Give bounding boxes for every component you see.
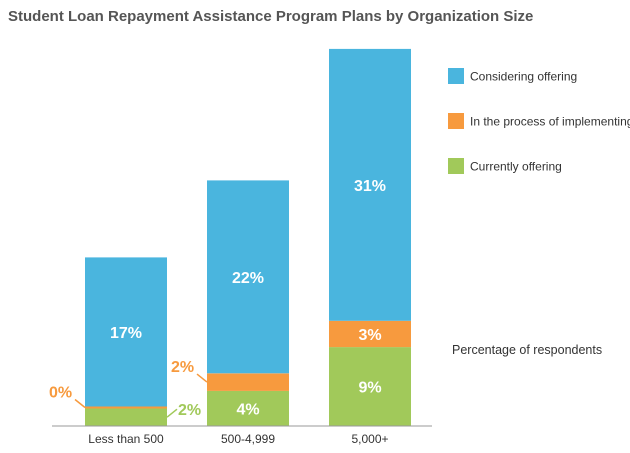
bar-segment-currently-offering-5-000: [329, 347, 411, 426]
bar-segment-considering-offering-5-000: [329, 48, 411, 321]
x-tick-label-500-4-999: 500-4,999: [221, 432, 275, 446]
data-label-in-the-process-of-implementing-5-000: 3%: [358, 327, 381, 344]
x-tick-labels: Less than 500 500-4,999 5,000+: [88, 432, 388, 446]
data-label-currently-offering-500-4-999: 4%: [236, 402, 259, 419]
leader-line-currently-offering-less-than-500: [166, 408, 178, 418]
legend-label-in-the-process-of-implementing: In the process of implementing: [470, 115, 630, 129]
legend-swatch-currently-offering: [448, 158, 464, 174]
legend-swatch-considering-offering: [448, 68, 464, 84]
bar-segment-considering-offering-500-4-999: [207, 180, 289, 374]
x-tick-label-5-000: 5,000+: [351, 432, 388, 446]
data-label-in-the-process-of-implementing-less-than-500: 0%: [49, 385, 72, 402]
bar-segment-currently-offering-500-4-999: [207, 390, 289, 426]
data-label-considering-offering-5-000: 31%: [354, 178, 386, 195]
chart-title: Student Loan Repayment Assistance Progra…: [8, 8, 533, 25]
bar-segment-considering-offering-less-than-500: [85, 257, 167, 407]
leader-line-in-the-process-of-implementing-less-than-500: [74, 398, 86, 409]
legend: Considering offering In the process of im…: [448, 68, 630, 174]
bars-group: 2% 0% 17% 4% 2% 22% 9% 3% 31%: [49, 48, 411, 426]
data-label-in-the-process-of-implementing-500-4-999: 2%: [171, 359, 194, 376]
data-label-considering-offering-less-than-500: 17%: [110, 325, 142, 342]
bar-segment-in-the-process-of-implementing-500-4-999: [207, 373, 289, 391]
bar-segment-in-the-process-of-implementing-less-than-500: [85, 406, 167, 409]
legend-swatch-in-the-process-of-implementing: [448, 113, 464, 129]
axis-note: Percentage of respondents: [452, 343, 602, 357]
legend-label-currently-offering: Currently offering: [470, 160, 562, 174]
x-tick-label-less-than-500: Less than 500: [88, 432, 164, 446]
data-label-considering-offering-500-4-999: 22%: [232, 270, 264, 287]
data-label-currently-offering-less-than-500: 2%: [178, 402, 201, 419]
bar-segment-currently-offering-less-than-500: [85, 408, 167, 426]
bar-segment-in-the-process-of-implementing-5-000: [329, 320, 411, 348]
leader-line-in-the-process-of-implementing-500-4-999: [196, 373, 208, 383]
data-label-currently-offering-5-000: 9%: [358, 380, 381, 397]
legend-label-considering-offering: Considering offering: [470, 70, 577, 84]
